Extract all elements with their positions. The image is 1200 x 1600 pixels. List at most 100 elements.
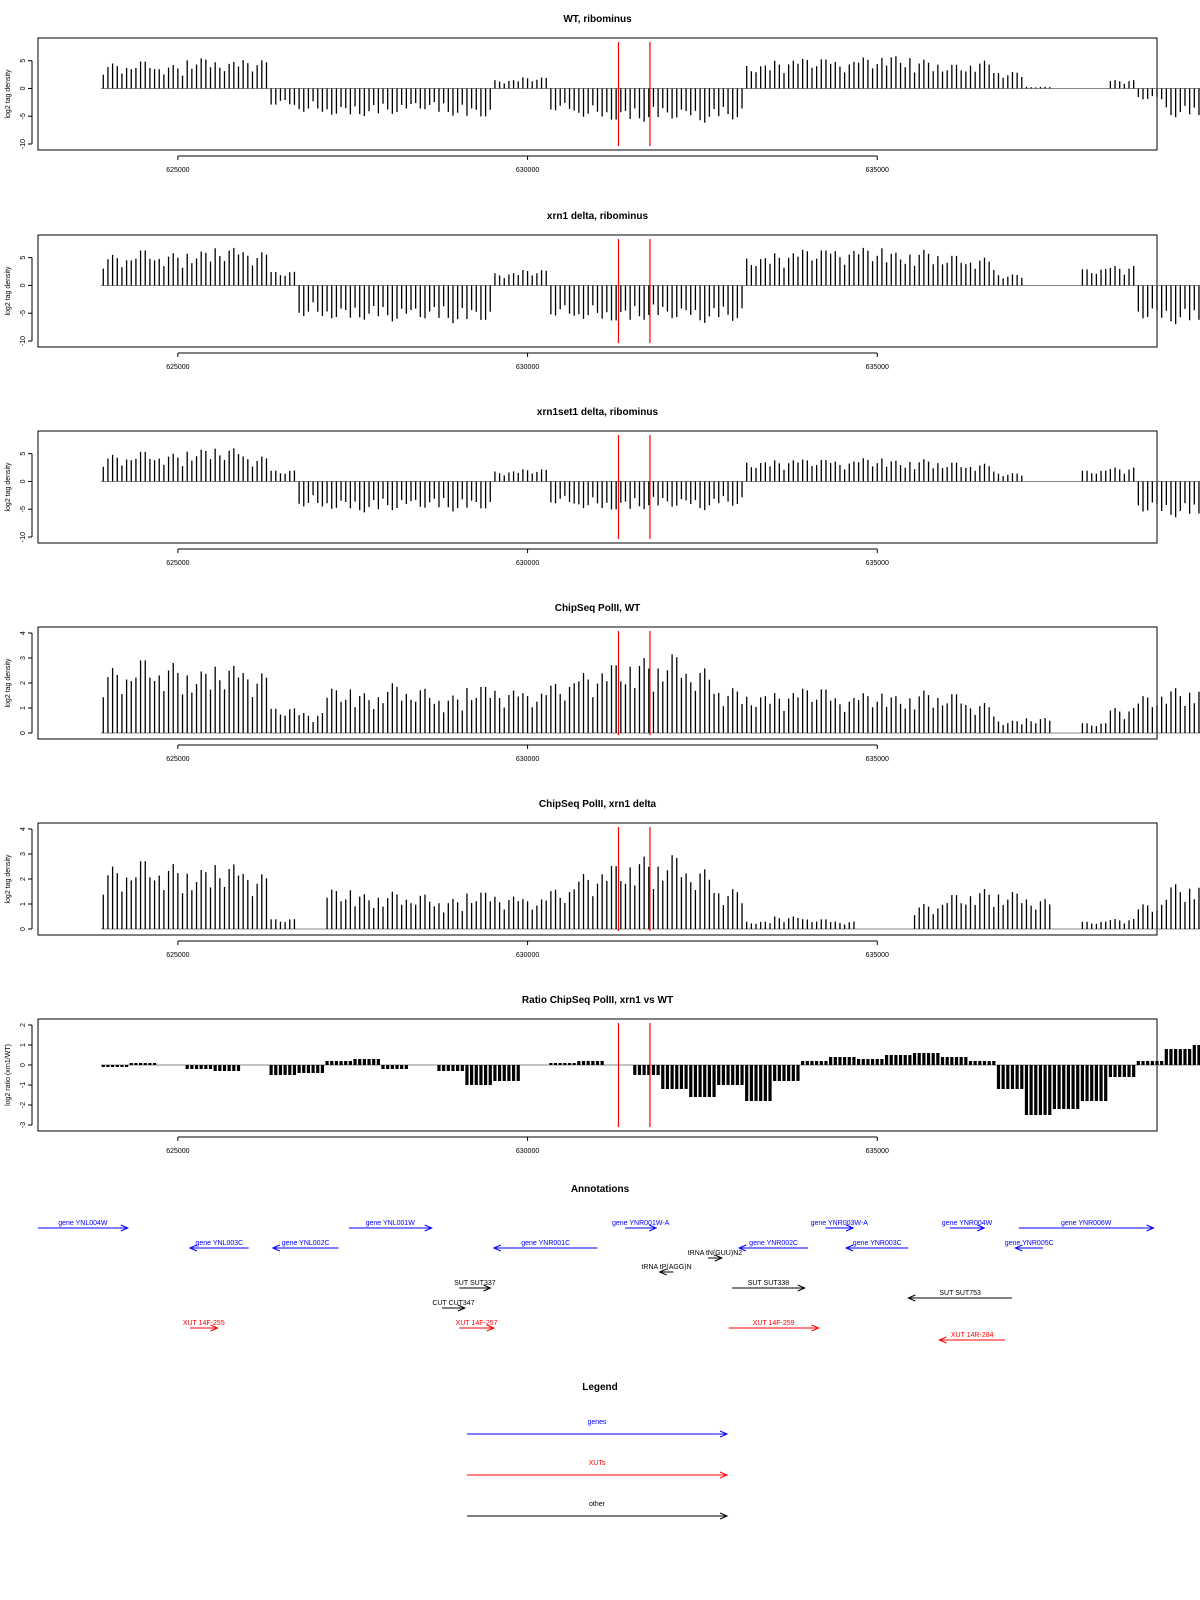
plot-frame bbox=[37, 822, 1158, 936]
annotations-title: Annotations bbox=[571, 1184, 630, 1195]
legend-label: genes bbox=[587, 1419, 607, 1426]
chart-panel-4: ChipSeq PolII, WT 0 1 2 3 4 log2 tag density 62… bbox=[5, 603, 1200, 763]
annotation-arrow: SUT SUT337 bbox=[454, 1280, 496, 1292]
series-bars bbox=[102, 247, 1200, 325]
arrow-head bbox=[658, 1268, 667, 1276]
y-axis-label: log2 tag density bbox=[5, 266, 12, 316]
y-tick-label: 2 bbox=[20, 877, 27, 881]
annotation-label: SUT SUT753 bbox=[939, 1290, 981, 1297]
arrow-head bbox=[649, 1224, 658, 1232]
annotation-arrow: gene YNL004W bbox=[38, 1220, 130, 1232]
arrow-head bbox=[844, 1244, 854, 1252]
x-tick-label: 625000 bbox=[166, 952, 189, 959]
arrow-head bbox=[210, 1324, 219, 1332]
series-bars bbox=[102, 56, 1200, 123]
arrow-head bbox=[938, 1336, 947, 1344]
annotation-label: XUT 14R-284 bbox=[951, 1332, 994, 1339]
arrow-head bbox=[483, 1284, 492, 1292]
annotation-label: SUT SUT338 bbox=[748, 1280, 790, 1287]
annotation-label: tRNA tP(AGG)N bbox=[641, 1264, 691, 1271]
chart-title: WT, ribominus bbox=[563, 14, 632, 25]
arrow-head bbox=[1146, 1224, 1155, 1232]
y-tick-label: 0 bbox=[20, 927, 27, 931]
y-tick-label: -3 bbox=[20, 1122, 27, 1128]
arrow-head bbox=[188, 1244, 198, 1252]
y-tick-label: 0 bbox=[20, 731, 27, 735]
annotation-arrow: tRNA tN(GUU)N2 bbox=[688, 1250, 743, 1262]
annotation-label: XUT 14F-259 bbox=[753, 1320, 795, 1327]
annotation-arrow: gene YNL001W bbox=[348, 1220, 433, 1232]
chart-panel-3: xrn1set1 delta, ribominus -10 -5 0 5 log2 tag… bbox=[5, 407, 1200, 567]
annotation-arrow: XUT 14F-259 bbox=[728, 1320, 820, 1332]
y-tick-label: -5 bbox=[20, 310, 27, 316]
annotation-label: gene YNR005C bbox=[1005, 1240, 1054, 1247]
y-tick-label: 3 bbox=[20, 656, 27, 660]
y-tick-label: 4 bbox=[20, 631, 27, 635]
x-tick-label: 635000 bbox=[866, 756, 889, 763]
plot-frame bbox=[37, 1018, 1158, 1132]
annotation-arrow: SUT SUT753 bbox=[907, 1290, 1012, 1302]
arrow-head bbox=[797, 1284, 806, 1292]
annotation-arrow: gene YNR003C bbox=[844, 1240, 909, 1252]
chart-title: Ratio ChipSeq PolII, xrn1 vs WT bbox=[522, 995, 673, 1006]
x-tick-label: 625000 bbox=[166, 756, 189, 763]
y-tick-label: -10 bbox=[20, 336, 27, 346]
annotation-label: tRNA tN(GUU)N2 bbox=[688, 1250, 743, 1257]
y-tick-label: -10 bbox=[20, 532, 27, 542]
series-bars bbox=[102, 654, 1200, 733]
x-tick-label: 630000 bbox=[516, 952, 539, 959]
y-tick-label: 2 bbox=[20, 1023, 27, 1027]
annotation-arrow: XUT 14R-284 bbox=[938, 1332, 1006, 1344]
x-tick-label: 635000 bbox=[866, 364, 889, 371]
arrow-head bbox=[492, 1244, 502, 1252]
y-tick-label: -2 bbox=[20, 1102, 27, 1108]
x-tick-label: 625000 bbox=[166, 364, 189, 371]
y-tick-label: 3 bbox=[20, 852, 27, 856]
annotation-arrow: XUT 14F-257 bbox=[456, 1320, 498, 1332]
y-tick-label: -1 bbox=[20, 1082, 27, 1088]
arrow-head bbox=[737, 1244, 747, 1252]
annotation-arrow: gene YNL003C bbox=[188, 1240, 249, 1252]
x-tick-label: 630000 bbox=[516, 756, 539, 763]
y-tick-label: 0 bbox=[20, 86, 27, 90]
arrow-head bbox=[271, 1244, 281, 1252]
series-bars bbox=[102, 448, 1200, 518]
x-tick-label: 630000 bbox=[516, 364, 539, 371]
x-tick-label: 625000 bbox=[166, 560, 189, 567]
annotation-arrow: gene YNR005C bbox=[1005, 1240, 1054, 1252]
plot-frame bbox=[37, 626, 1158, 740]
series-bars bbox=[101, 1045, 1200, 1115]
arrow-head bbox=[457, 1304, 467, 1312]
annotation-arrow: tRNA tP(AGG)N bbox=[641, 1264, 692, 1276]
chart-panel-2: xrn1 delta, ribominus -10 -5 0 5 log2 tag den… bbox=[5, 211, 1200, 371]
legend-label: XUTs bbox=[589, 1460, 606, 1467]
annotation-arrow: gene YNR003W-A bbox=[811, 1220, 869, 1232]
annotation-label: gene YNR003W-A bbox=[811, 1220, 869, 1227]
annotation-label: gene YNR006W bbox=[1061, 1220, 1112, 1227]
annotation-arrow: gene YNR004W bbox=[942, 1220, 993, 1232]
legend-arrow-head bbox=[719, 1512, 729, 1520]
y-tick-label: 0 bbox=[20, 479, 27, 483]
y-axis-label: log2 ratio (xrn1/WT) bbox=[5, 1044, 12, 1106]
annotation-label: XUT 14F-257 bbox=[456, 1320, 498, 1327]
y-tick-label: 5 bbox=[20, 256, 27, 260]
annotation-arrow: gene YNR006W bbox=[1018, 1220, 1155, 1232]
x-tick-label: 635000 bbox=[866, 167, 889, 174]
legend-label: other bbox=[589, 1501, 606, 1508]
y-axis-label: log2 tag density bbox=[5, 69, 12, 119]
y-tick-label: 2 bbox=[20, 681, 27, 685]
x-tick-label: 635000 bbox=[866, 952, 889, 959]
annotation-label: gene YNR001W-A bbox=[612, 1220, 670, 1227]
y-axis-label: log2 tag density bbox=[5, 462, 12, 512]
annotation-label: gene YNL002C bbox=[282, 1240, 330, 1247]
annotation-arrow: gene YNL002C bbox=[271, 1240, 339, 1252]
annotation-label: gene YNR004W bbox=[942, 1220, 993, 1227]
arrow-head bbox=[1014, 1244, 1023, 1252]
legend-arrow-head bbox=[719, 1471, 729, 1479]
y-tick-label: -5 bbox=[20, 113, 27, 119]
y-tick-label: 5 bbox=[20, 59, 27, 63]
x-tick-label: 635000 bbox=[866, 1148, 889, 1155]
annotation-label: gene YNL001W bbox=[366, 1220, 416, 1227]
annotation-arrow: CUT CUT347 bbox=[432, 1300, 475, 1312]
arrow-head bbox=[714, 1254, 724, 1262]
